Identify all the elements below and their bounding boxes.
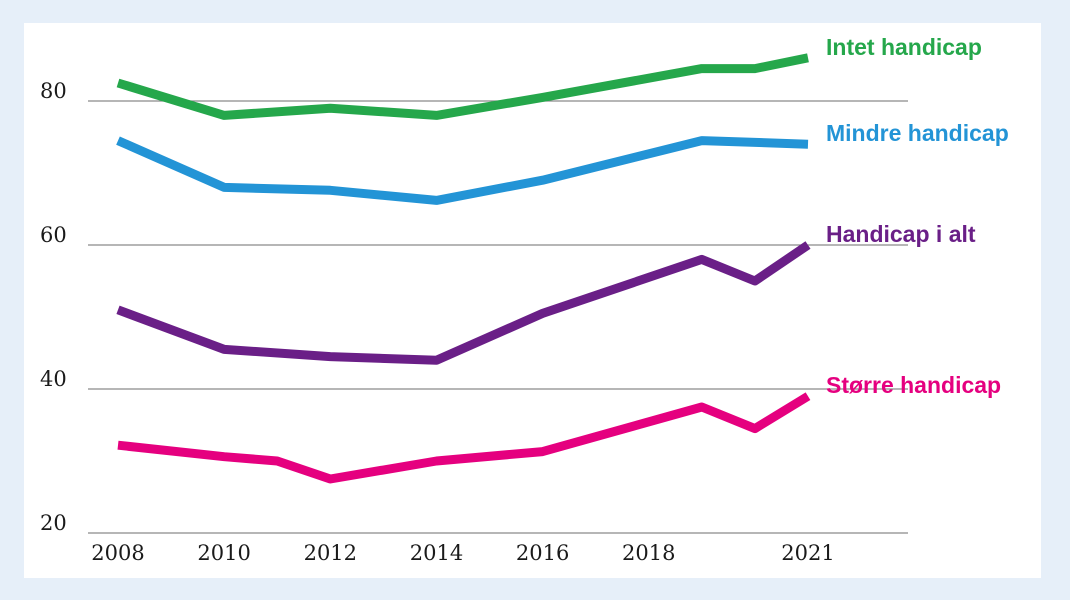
series-line-intet-handicap [116, 53, 809, 120]
series-label-st-rre-handicap: Større handicap [826, 372, 1001, 398]
x-tick-label: 2012 [304, 541, 357, 565]
x-tick-label: 2010 [197, 541, 250, 565]
y-tick-label: 20 [40, 511, 67, 535]
series-line-mindre-handicap [116, 136, 809, 205]
x-tick-label: 2021 [781, 541, 834, 565]
series-label-intet-handicap: Intet handicap [826, 34, 982, 60]
series-label-handicap-i-alt: Handicap i alt [826, 221, 976, 247]
x-tick-label: 2014 [410, 541, 463, 565]
x-tick-label: 2018 [622, 541, 675, 565]
series-label-mindre-handicap: Mindre handicap [826, 120, 1009, 146]
series-line-st-rre-handicap [117, 392, 811, 484]
x-tick-label: 2008 [91, 541, 144, 565]
y-axis-ticks: 20 40 60 80 [40, 79, 67, 535]
y-tick-label: 60 [40, 223, 67, 247]
series-line-handicap-i-alt [116, 241, 811, 365]
chart-panel [24, 23, 1041, 578]
series-lines [116, 53, 811, 484]
y-tick-label: 40 [40, 367, 67, 391]
x-tick-label: 2016 [516, 541, 569, 565]
grid-layer [88, 100, 908, 534]
series-labels: Intet handicap Mindre handicap Handicap i … [826, 34, 1009, 398]
x-axis-ticks: 2008 2010 2012 2014 2016 2018 2021 [91, 541, 834, 565]
y-tick-label: 80 [40, 79, 67, 103]
